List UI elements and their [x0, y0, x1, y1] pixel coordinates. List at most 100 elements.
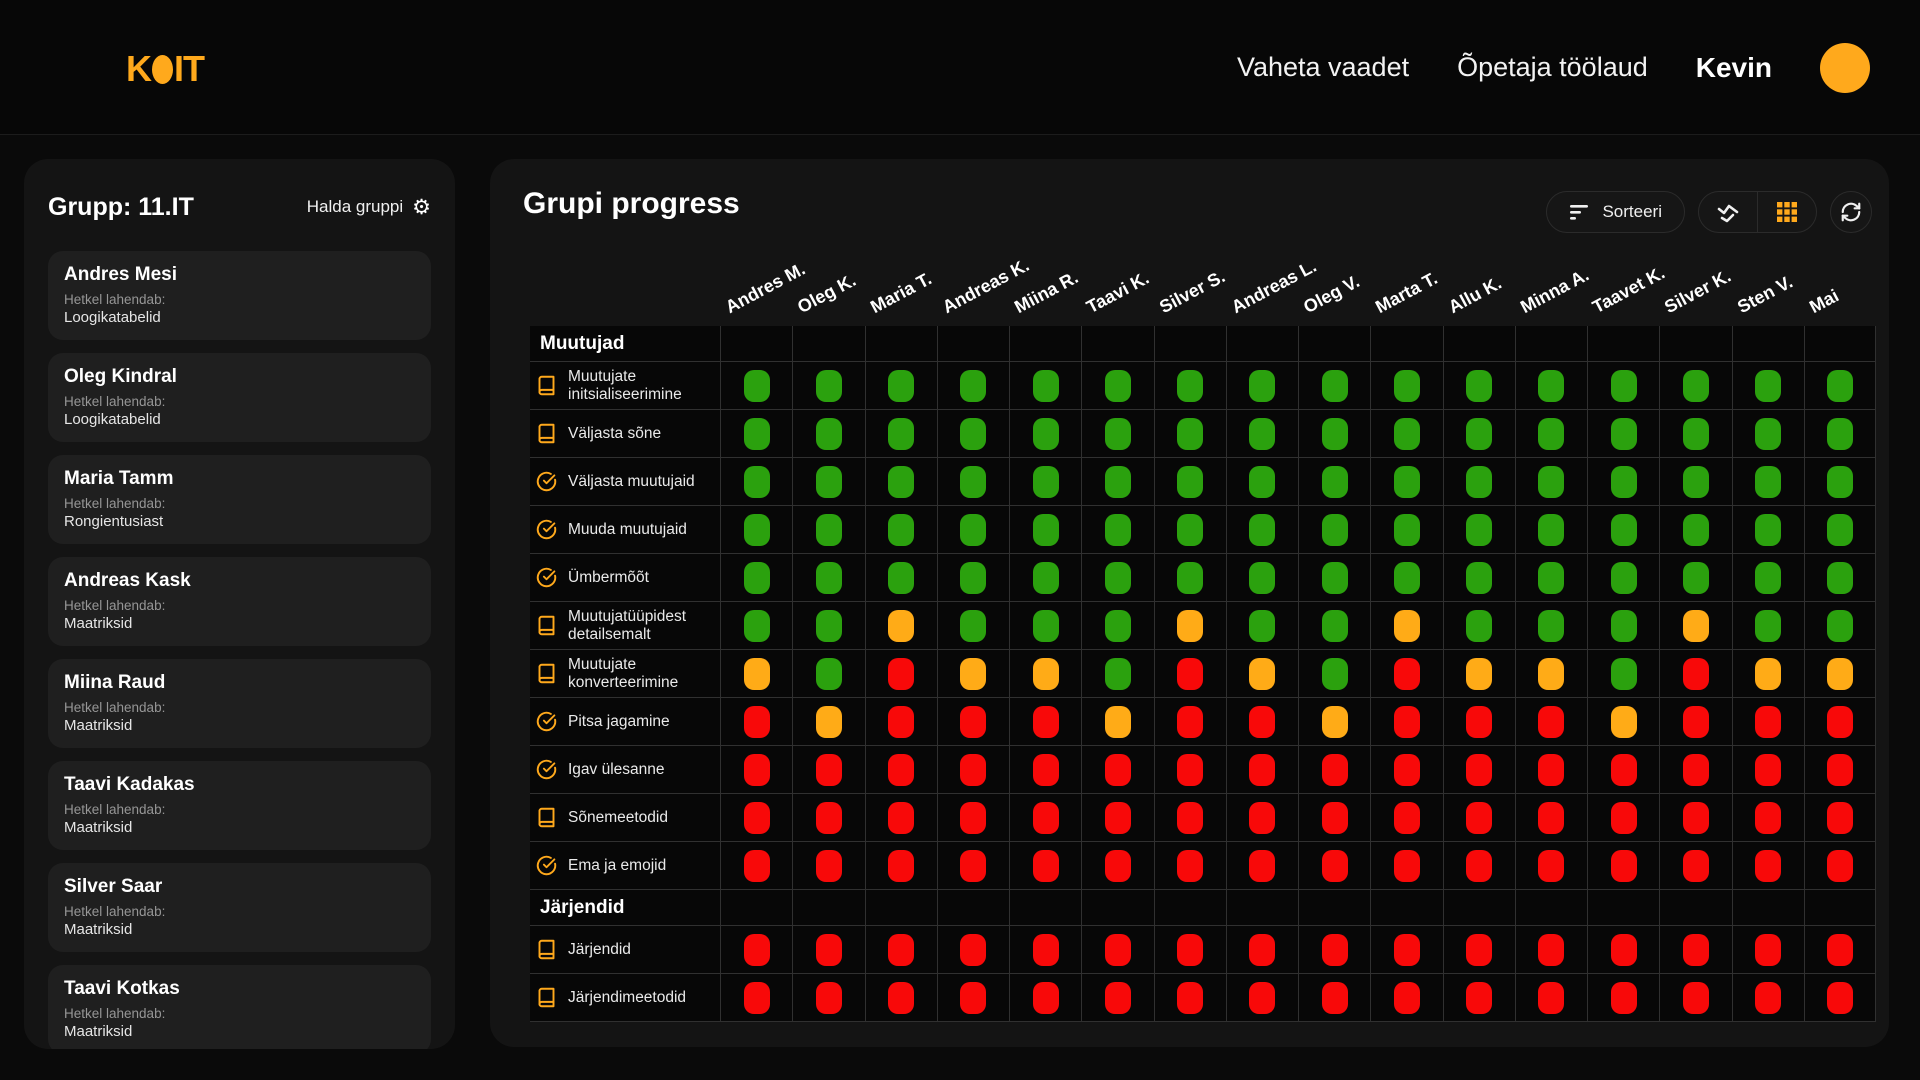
progress-status-dot[interactable] [1755, 417, 1782, 450]
progress-status-dot[interactable] [1755, 465, 1782, 498]
progress-status-dot[interactable] [1682, 801, 1709, 834]
progress-status-dot[interactable] [888, 933, 915, 966]
progress-status-dot[interactable] [1466, 561, 1493, 594]
progress-status-dot[interactable] [815, 981, 842, 1014]
progress-status-dot[interactable] [960, 465, 987, 498]
progress-status-dot[interactable] [1177, 609, 1204, 642]
progress-status-dot[interactable] [1104, 561, 1131, 594]
progress-status-dot[interactable] [743, 609, 770, 642]
progress-status-dot[interactable] [1249, 369, 1276, 402]
progress-status-dot[interactable] [1755, 849, 1782, 882]
progress-status-dot[interactable] [960, 657, 987, 690]
progress-status-dot[interactable] [1104, 513, 1131, 546]
progress-status-dot[interactable] [888, 981, 915, 1014]
progress-status-dot[interactable] [888, 561, 915, 594]
progress-status-dot[interactable] [815, 849, 842, 882]
progress-status-dot[interactable] [1466, 513, 1493, 546]
waves-view-button[interactable] [1699, 192, 1757, 232]
student-card[interactable]: Andreas Kask Hetkel lahendab: Maatriksid [48, 557, 431, 646]
progress-status-dot[interactable] [1032, 417, 1059, 450]
progress-status-dot[interactable] [1466, 657, 1493, 690]
progress-status-dot[interactable] [1826, 369, 1853, 402]
progress-status-dot[interactable] [1321, 753, 1348, 786]
progress-status-dot[interactable] [815, 369, 842, 402]
progress-status-dot[interactable] [1249, 513, 1276, 546]
progress-status-dot[interactable] [1826, 753, 1853, 786]
progress-status-dot[interactable] [1104, 801, 1131, 834]
progress-status-dot[interactable] [1610, 933, 1637, 966]
progress-status-dot[interactable] [1466, 417, 1493, 450]
progress-status-dot[interactable] [1032, 513, 1059, 546]
progress-status-dot[interactable] [1682, 417, 1709, 450]
progress-status-dot[interactable] [743, 849, 770, 882]
progress-status-dot[interactable] [960, 801, 987, 834]
progress-status-dot[interactable] [1610, 849, 1637, 882]
progress-status-dot[interactable] [1610, 657, 1637, 690]
student-card[interactable]: Miina Raud Hetkel lahendab: Maatriksid [48, 659, 431, 748]
progress-status-dot[interactable] [1826, 417, 1853, 450]
progress-status-dot[interactable] [1538, 801, 1565, 834]
progress-status-dot[interactable] [1321, 417, 1348, 450]
progress-status-dot[interactable] [1538, 657, 1565, 690]
progress-status-dot[interactable] [1610, 753, 1637, 786]
progress-status-dot[interactable] [1466, 981, 1493, 1014]
progress-status-dot[interactable] [1032, 465, 1059, 498]
progress-status-dot[interactable] [815, 417, 842, 450]
progress-status-dot[interactable] [960, 705, 987, 738]
progress-status-dot[interactable] [1538, 369, 1565, 402]
progress-status-dot[interactable] [1321, 609, 1348, 642]
progress-status-dot[interactable] [1393, 657, 1420, 690]
progress-status-dot[interactable] [1104, 705, 1131, 738]
progress-status-dot[interactable] [815, 657, 842, 690]
progress-status-dot[interactable] [743, 705, 770, 738]
progress-status-dot[interactable] [1393, 561, 1420, 594]
progress-status-dot[interactable] [1826, 561, 1853, 594]
refresh-button[interactable] [1830, 191, 1872, 233]
progress-status-dot[interactable] [1826, 705, 1853, 738]
progress-status-dot[interactable] [1032, 933, 1059, 966]
progress-status-dot[interactable] [1032, 849, 1059, 882]
progress-status-dot[interactable] [1321, 369, 1348, 402]
progress-status-dot[interactable] [960, 933, 987, 966]
progress-status-dot[interactable] [888, 753, 915, 786]
progress-status-dot[interactable] [1466, 933, 1493, 966]
student-card[interactable]: Taavi Kadakas Hetkel lahendab: Maatriksid [48, 761, 431, 850]
progress-status-dot[interactable] [743, 981, 770, 1014]
progress-status-dot[interactable] [1682, 369, 1709, 402]
progress-status-dot[interactable] [1032, 705, 1059, 738]
nav-teacher-dashboard[interactable]: Õpetaja töölaud [1457, 52, 1648, 82]
progress-status-dot[interactable] [1538, 609, 1565, 642]
progress-status-dot[interactable] [1826, 465, 1853, 498]
sort-button[interactable]: Sorteeri [1546, 191, 1685, 233]
progress-status-dot[interactable] [743, 513, 770, 546]
progress-status-dot[interactable] [1755, 981, 1782, 1014]
progress-status-dot[interactable] [1466, 465, 1493, 498]
progress-status-dot[interactable] [888, 657, 915, 690]
progress-status-dot[interactable] [1249, 705, 1276, 738]
progress-status-dot[interactable] [815, 609, 842, 642]
progress-status-dot[interactable] [1177, 561, 1204, 594]
progress-status-dot[interactable] [1321, 849, 1348, 882]
progress-status-dot[interactable] [1538, 561, 1565, 594]
progress-status-dot[interactable] [1393, 465, 1420, 498]
progress-status-dot[interactable] [1321, 705, 1348, 738]
progress-status-dot[interactable] [1755, 513, 1782, 546]
progress-status-dot[interactable] [1538, 705, 1565, 738]
progress-status-dot[interactable] [815, 801, 842, 834]
progress-status-dot[interactable] [888, 849, 915, 882]
progress-status-dot[interactable] [1249, 657, 1276, 690]
progress-status-dot[interactable] [1177, 705, 1204, 738]
progress-status-dot[interactable] [1249, 849, 1276, 882]
progress-status-dot[interactable] [815, 705, 842, 738]
progress-status-dot[interactable] [815, 561, 842, 594]
progress-status-dot[interactable] [888, 513, 915, 546]
progress-status-dot[interactable] [1755, 369, 1782, 402]
progress-status-dot[interactable] [888, 609, 915, 642]
progress-status-dot[interactable] [1321, 465, 1348, 498]
progress-status-dot[interactable] [1755, 753, 1782, 786]
progress-status-dot[interactable] [1610, 417, 1637, 450]
progress-status-dot[interactable] [1682, 753, 1709, 786]
user-avatar[interactable] [1820, 42, 1870, 93]
progress-status-dot[interactable] [1393, 609, 1420, 642]
progress-status-dot[interactable] [888, 369, 915, 402]
